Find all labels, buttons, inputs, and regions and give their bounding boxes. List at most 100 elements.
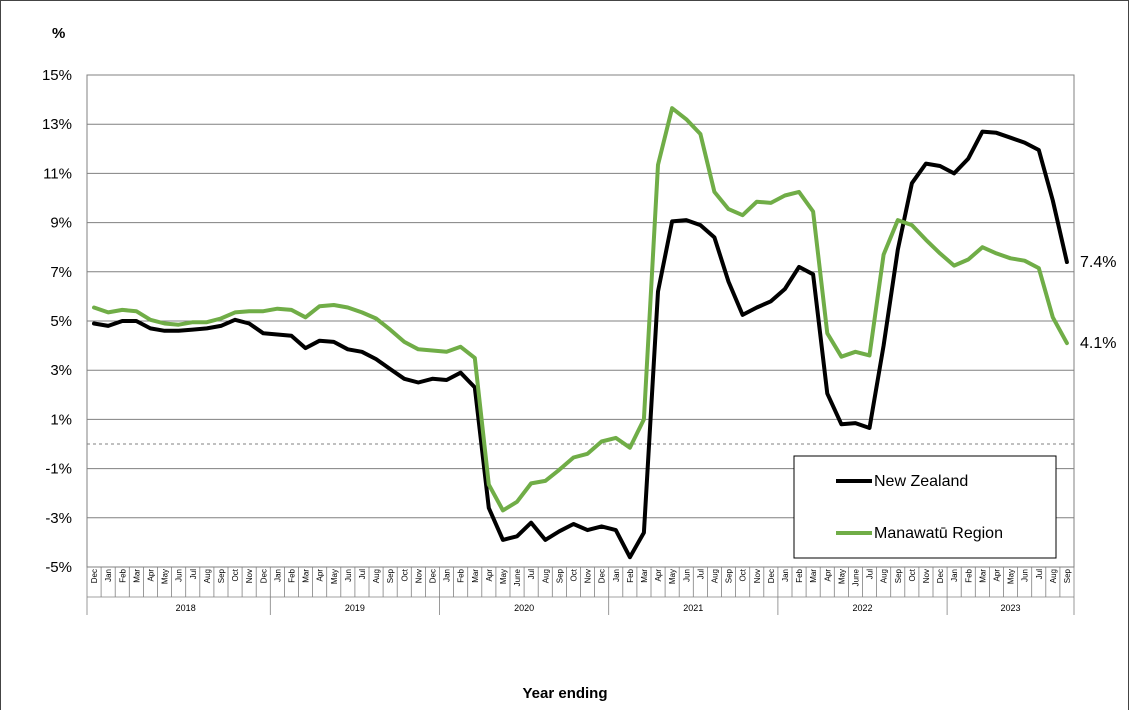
x-month-label: Sep xyxy=(386,568,395,583)
x-month-label: Mar xyxy=(302,569,311,583)
x-year-label: 2022 xyxy=(852,603,872,613)
y-tick-label: 7% xyxy=(50,264,72,281)
x-month-label: Nov xyxy=(414,569,423,583)
series-lines xyxy=(92,106,1069,560)
x-month-label: Nov xyxy=(922,569,931,583)
x-month-label: Oct xyxy=(400,568,409,581)
y-tick-label: 15% xyxy=(42,67,72,84)
x-month-label: Dec xyxy=(90,569,99,583)
x-month-label: Oct xyxy=(231,568,240,581)
x-month-label: Aug xyxy=(1049,569,1058,583)
x-month-label: Sep xyxy=(1063,568,1072,583)
end-label-1: 7.4% xyxy=(1080,254,1116,271)
x-month-label: Sep xyxy=(555,568,564,583)
x-month-label: Apr xyxy=(992,569,1001,582)
x-month-label: Apr xyxy=(823,569,832,582)
y-axis-label: % xyxy=(52,25,65,42)
legend-label-2: Manawatū Region xyxy=(874,525,1003,542)
x-month-label: Feb xyxy=(118,568,127,582)
series-line-1 xyxy=(92,129,1069,560)
x-month-label: Apr xyxy=(654,569,663,582)
x-year-label: 2020 xyxy=(514,603,534,613)
x-month-label: Jun xyxy=(175,569,184,582)
x-month-label: Aug xyxy=(541,569,550,583)
x-month-label: Sep xyxy=(894,568,903,583)
x-month-label: Dec xyxy=(428,569,437,583)
x-month-label: Jan xyxy=(950,569,959,582)
legend-label-1: New Zealand xyxy=(874,473,968,490)
x-month-label: Dec xyxy=(767,569,776,583)
x-month-label: Mar xyxy=(809,569,818,583)
x-month-label: May xyxy=(668,569,677,584)
x-month-label: Jul xyxy=(1035,569,1044,579)
x-month-label: Apr xyxy=(146,569,155,582)
x-month-label: Mar xyxy=(978,569,987,583)
x-month-label: Mar xyxy=(471,569,480,583)
end-label-2: 4.1% xyxy=(1080,335,1116,352)
x-month-label: Feb xyxy=(287,568,296,582)
x-month-label: Oct xyxy=(908,568,917,581)
x-axis-label: Year ending xyxy=(522,685,607,702)
x-month-label: Feb xyxy=(964,568,973,582)
x-month-label: Oct xyxy=(739,568,748,581)
x-month-label: Apr xyxy=(316,569,325,582)
x-month-label: Jul xyxy=(696,569,705,579)
y-tick-label: 1% xyxy=(50,411,72,428)
y-tick-label: -3% xyxy=(45,510,72,527)
x-year-label: 2018 xyxy=(176,603,196,613)
x-month-label: May xyxy=(499,569,508,584)
x-month-label: Jul xyxy=(866,569,875,579)
x-month-label: Dec xyxy=(598,569,607,583)
x-month-label: May xyxy=(1007,569,1016,584)
x-month-label: Sep xyxy=(725,568,734,583)
x-month-label: Aug xyxy=(710,569,719,583)
x-month-label: Jan xyxy=(104,569,113,582)
x-year-label: 2021 xyxy=(683,603,703,613)
y-tick-label: -5% xyxy=(45,559,72,576)
x-month-label: Jun xyxy=(1021,569,1030,582)
x-month-label: Aug xyxy=(880,569,889,583)
x-month-label: Nov xyxy=(753,569,762,583)
x-month-label: May xyxy=(837,569,846,584)
x-month-label: Mar xyxy=(640,569,649,583)
end-labels: 7.4% 4.1% xyxy=(1080,254,1116,352)
y-tick-label: 9% xyxy=(50,215,72,232)
x-month-label: Nov xyxy=(245,569,254,583)
x-month-label: Jan xyxy=(273,569,282,582)
y-tick-label: 13% xyxy=(42,116,72,133)
x-month-label: June xyxy=(851,568,860,586)
x-axis: Dec Jan Feb Mar Apr May Jun Jul Aug Sep Oct Nov Dec J… xyxy=(86,567,1075,615)
x-month-label: May xyxy=(330,569,339,584)
x-month-label: Jul xyxy=(358,569,367,579)
x-month-label: Aug xyxy=(203,569,212,583)
x-month-label: Feb xyxy=(795,568,804,582)
x-month-label: May xyxy=(161,569,170,584)
x-month-label: Feb xyxy=(626,568,635,582)
x-month-label: Jun xyxy=(682,569,691,582)
y-tick-label: 11% xyxy=(43,165,72,182)
y-tick-label: 3% xyxy=(50,362,72,379)
x-month-label: Aug xyxy=(372,569,381,583)
x-month-label: Oct xyxy=(569,568,578,581)
x-month-label: Jul xyxy=(189,569,198,579)
x-month-label: Jun xyxy=(344,569,353,582)
y-tick-label: 5% xyxy=(50,313,72,330)
x-month-label: Nov xyxy=(584,569,593,583)
x-month-label: Jul xyxy=(527,569,536,579)
legend: New Zealand Manawatū Region xyxy=(793,455,1057,559)
y-tick-label: -1% xyxy=(45,461,72,478)
x-month-label: Apr xyxy=(485,569,494,582)
x-month-label: Dec xyxy=(259,569,268,583)
legend-box xyxy=(793,455,1057,559)
x-month-label: Mar xyxy=(132,569,141,583)
x-month-label: Feb xyxy=(457,568,466,582)
x-month-label: Dec xyxy=(936,569,945,583)
x-month-label: Jan xyxy=(443,569,452,582)
x-month-label: Jan xyxy=(612,569,621,582)
x-year-label: 2023 xyxy=(1001,603,1021,613)
y-axis-ticks: 15% 13% 11% 9% 7% 5% 3% 1% -1% -3% -5% xyxy=(42,67,72,576)
x-month-label: June xyxy=(513,568,522,586)
x-month-label: Jan xyxy=(781,569,790,582)
